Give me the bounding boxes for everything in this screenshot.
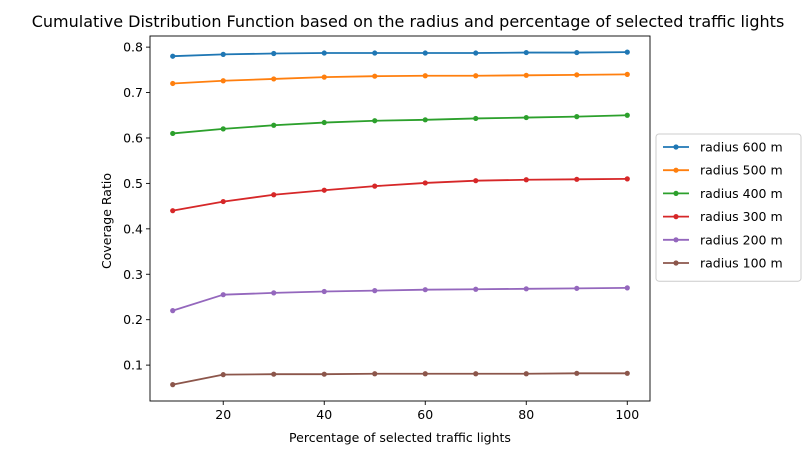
- data-point: [422, 73, 428, 79]
- series-line: [172, 114, 628, 135]
- data-point: [170, 130, 176, 137]
- axes-frame: [149, 35, 651, 402]
- legend-label: radius 200 m: [700, 232, 783, 247]
- legend-swatch-marker: [673, 167, 679, 173]
- data-point: [220, 292, 226, 298]
- legend-label: radius 100 m: [700, 256, 783, 271]
- data-point: [271, 371, 277, 377]
- data-point: [574, 72, 580, 78]
- data-point: [170, 53, 176, 59]
- y-tick-label: 0.1: [123, 358, 143, 373]
- series-line: [172, 286, 628, 312]
- data-point: [422, 117, 428, 123]
- data-point: [321, 288, 327, 295]
- legend-swatch-marker: [673, 190, 679, 196]
- data-point: [473, 286, 479, 292]
- data-point: [523, 72, 529, 78]
- data-point: [170, 308, 176, 314]
- x-tick-label: 100: [615, 407, 639, 422]
- data-point: [574, 176, 580, 182]
- data-point: [321, 187, 327, 193]
- data-point: [422, 371, 428, 377]
- data-point: [473, 50, 479, 56]
- legend-swatch-marker: [673, 214, 679, 220]
- data-point: [523, 286, 529, 292]
- data-point: [372, 118, 378, 124]
- data-point: [271, 122, 277, 128]
- legend-swatch-marker: [673, 237, 679, 243]
- data-point: [574, 114, 580, 120]
- data-point: [220, 372, 226, 378]
- data-point: [372, 371, 378, 377]
- y-axis-label: Coverage Ratio: [99, 173, 114, 269]
- data-point: [321, 371, 327, 377]
- data-point: [321, 119, 327, 126]
- data-point: [321, 74, 327, 80]
- legend-label: radius 500 m: [700, 163, 783, 178]
- data-point: [624, 370, 630, 376]
- y-tick-label: 0.2: [123, 312, 143, 327]
- y-tick-label: 0.7: [123, 85, 143, 100]
- data-point: [422, 287, 428, 293]
- data-point: [473, 115, 479, 122]
- data-point: [170, 80, 176, 87]
- data-point: [220, 198, 226, 205]
- data-point: [523, 177, 529, 183]
- data-point: [271, 50, 277, 57]
- data-point: [624, 176, 630, 182]
- data-point: [473, 73, 479, 79]
- x-tick-label: 40: [316, 407, 332, 422]
- data-point: [372, 73, 378, 79]
- data-point: [422, 180, 428, 186]
- data-point: [220, 126, 226, 132]
- data-point: [523, 114, 529, 121]
- data-point: [372, 183, 378, 189]
- y-tick-label: 0.4: [123, 221, 143, 236]
- legend-label: radius 400 m: [700, 186, 783, 201]
- legend-label: radius 600 m: [700, 140, 783, 155]
- y-tick-label: 0.6: [123, 130, 143, 145]
- data-point: [422, 50, 428, 56]
- x-axis-label: Percentage of selected traffic lights: [289, 430, 511, 445]
- legend-label: radius 300 m: [700, 209, 783, 224]
- data-point: [624, 285, 630, 291]
- data-point: [271, 76, 277, 82]
- data-point: [220, 51, 226, 57]
- data-point: [473, 371, 479, 377]
- data-point: [372, 50, 378, 56]
- data-point: [624, 112, 630, 118]
- data-point: [473, 178, 479, 184]
- x-tick-label: 20: [215, 407, 231, 422]
- x-tick-label: 60: [417, 407, 433, 422]
- x-tick-label: 80: [518, 407, 534, 422]
- data-point: [574, 49, 580, 56]
- series-line: [172, 51, 628, 58]
- series-line: [172, 73, 628, 85]
- data-point: [574, 285, 580, 291]
- data-point: [523, 371, 529, 377]
- chart-title: Cumulative Distribution Function based o…: [32, 12, 785, 31]
- data-point: [170, 208, 176, 214]
- data-point: [574, 370, 580, 376]
- y-tick-label: 0.8: [123, 40, 143, 55]
- series-line: [172, 372, 628, 386]
- data-point: [624, 71, 630, 77]
- y-tick-label: 0.3: [123, 267, 143, 282]
- data-point: [271, 192, 277, 198]
- data-point: [271, 290, 277, 296]
- data-point: [220, 78, 226, 84]
- legend-swatch-marker: [673, 260, 679, 266]
- y-tick-label: 0.5: [123, 176, 143, 191]
- legend-swatch-marker: [673, 144, 679, 150]
- legend-box: [655, 133, 802, 282]
- plot-area: 20 40 60 80 100 0.1 0.2 0.3 0.4 0.5 0.6 0.7 0.8: [123, 35, 651, 422]
- series-line: [172, 177, 628, 212]
- data-point: [321, 50, 327, 56]
- data-point: [372, 288, 378, 294]
- data-point: [523, 49, 529, 56]
- data-point: [624, 49, 630, 55]
- legend: radius 600 m radius 500 m radius 400 m radi…: [655, 133, 802, 282]
- data-point: [170, 382, 176, 388]
